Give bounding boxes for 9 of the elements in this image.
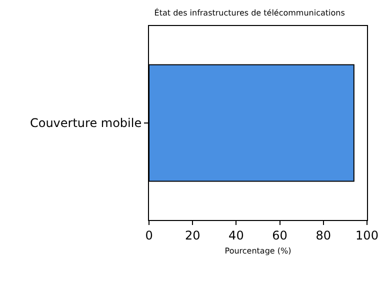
x-tick-label: 40: [228, 228, 244, 242]
x-tick-label: 60: [272, 228, 288, 242]
x-tick-label: 100: [356, 228, 378, 242]
x-axis-title: Pourcentage (%): [224, 246, 292, 256]
x-tick-label: 0: [145, 228, 153, 242]
y-tick-label: Couverture mobile: [30, 116, 142, 130]
x-tick-label: 20: [184, 228, 200, 242]
chart-title: État des infrastructures de télécommunications: [154, 7, 345, 18]
x-tick-label: 80: [316, 228, 332, 242]
